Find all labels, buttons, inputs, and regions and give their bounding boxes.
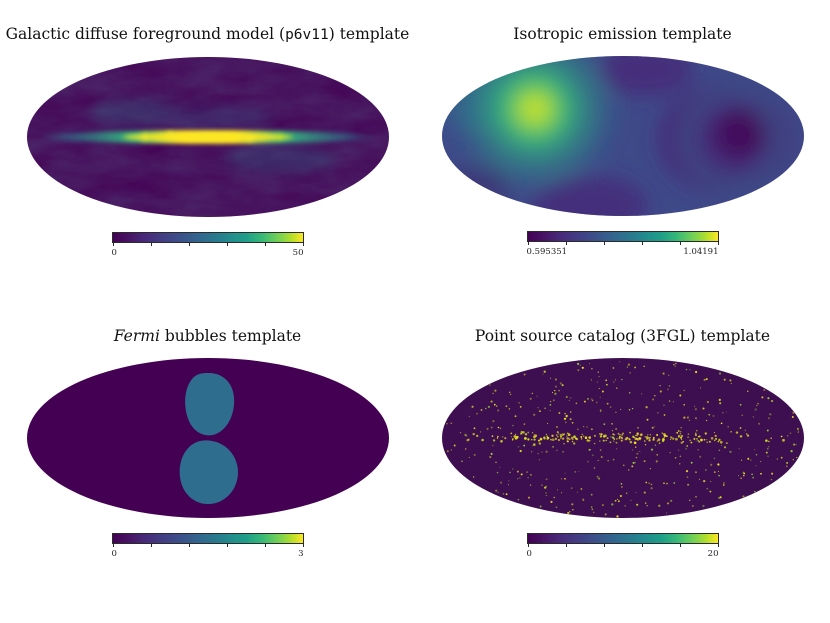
- colorbar-tick: [603, 543, 605, 548]
- colorbar-fermi-bubbles: 0 3: [111, 533, 304, 560]
- panel-fermi-bubbles: Fermi bubbles template 0 3: [0, 314, 415, 616]
- colorbar-tick: [112, 543, 114, 548]
- colorbar-tick: [565, 543, 567, 548]
- colorbar-tick: [226, 241, 228, 246]
- teal-ring: [678, 86, 785, 193]
- panel-title-fermi-bubbles: Fermi bubbles template: [113, 327, 302, 345]
- colorbar-max-label: 20: [707, 549, 719, 560]
- colorbar-tick: [188, 241, 190, 246]
- colorbar-max-label: 50: [292, 247, 304, 258]
- colorbar-tick: [527, 543, 529, 548]
- panel-point-sources: Point source catalog (3FGL) template 0: [415, 314, 830, 616]
- colorbar-tick: [264, 241, 266, 246]
- bright-maximum: [482, 57, 587, 162]
- map-background: [441, 358, 804, 519]
- sky-map-point-sources: [441, 358, 804, 519]
- colorbar-gradient: [526, 231, 719, 246]
- title-mono-text: p6v11: [285, 27, 329, 43]
- colorbar-tick: [150, 543, 152, 548]
- title-text: Point source catalog (3FGL) template: [474, 327, 771, 345]
- title-italic-text: Fermi: [113, 327, 160, 345]
- colorbar-tick: [565, 241, 567, 246]
- colorbar-tick: [150, 241, 152, 246]
- title-text: ) template: [328, 25, 410, 43]
- title-text: Galactic diffuse foreground model (: [5, 25, 286, 43]
- galactic-plane-core: [122, 131, 293, 142]
- north-bubble: [184, 373, 234, 436]
- colorbar-tick: [679, 543, 681, 548]
- colorbar-min-label: 0.595351: [526, 247, 568, 258]
- colorbar-min-label: 0: [111, 247, 117, 258]
- panel-title-isotropic: Isotropic emission template: [513, 25, 732, 43]
- colorbar-tick: [641, 241, 643, 246]
- colorbar-tick: [302, 241, 304, 246]
- colorbar-tick: [302, 543, 304, 548]
- colorbar-point-sources: 0 20: [526, 533, 719, 560]
- colorbar-min-label: 0: [111, 549, 117, 560]
- diffuse-wisps: [89, 99, 335, 173]
- colorbar-isotropic: 0.595351 1.04191: [526, 231, 719, 258]
- south-bubble: [179, 440, 238, 505]
- dark-patch-bottom: [531, 176, 648, 217]
- colorbar-tick: [679, 241, 681, 246]
- colorbar-tick: [641, 543, 643, 548]
- colorbar-max-label: 3: [298, 549, 304, 560]
- panel-galactic-diffuse: Galactic diffuse foreground model (p6v11…: [0, 12, 415, 314]
- colorbar-min-label: 0: [526, 549, 532, 560]
- colorbar-gradient: [111, 533, 304, 548]
- colorbar-gradient: [526, 533, 719, 548]
- colorbar-tick: [226, 543, 228, 548]
- point-source-dots: [445, 361, 799, 518]
- colorbar-galactic-diffuse: 0 50: [111, 231, 304, 258]
- sky-map-isotropic: [441, 56, 804, 217]
- colorbar-tick: [527, 241, 529, 246]
- colorbar-tick: [264, 543, 266, 548]
- title-text: Isotropic emission template: [513, 25, 732, 43]
- panel-isotropic: Isotropic emission template: [415, 12, 830, 314]
- dark-core-right: [713, 108, 766, 161]
- colorbar-tick: [717, 543, 719, 548]
- sky-map-fermi-bubbles: [26, 358, 389, 519]
- colorbar-max-label: 1.04191: [683, 247, 719, 258]
- title-text: bubbles template: [159, 327, 302, 345]
- colorbar-tick: [603, 241, 605, 246]
- panel-title-point-sources: Point source catalog (3FGL) template: [474, 327, 771, 345]
- panel-title-galactic-diffuse: Galactic diffuse foreground model (p6v11…: [5, 25, 410, 44]
- colorbar-gradient: [111, 231, 304, 246]
- colorbar-tick: [112, 241, 114, 246]
- colorbar-tick: [188, 543, 190, 548]
- sky-map-galactic-diffuse: [26, 56, 389, 217]
- colorbar-tick: [717, 241, 719, 246]
